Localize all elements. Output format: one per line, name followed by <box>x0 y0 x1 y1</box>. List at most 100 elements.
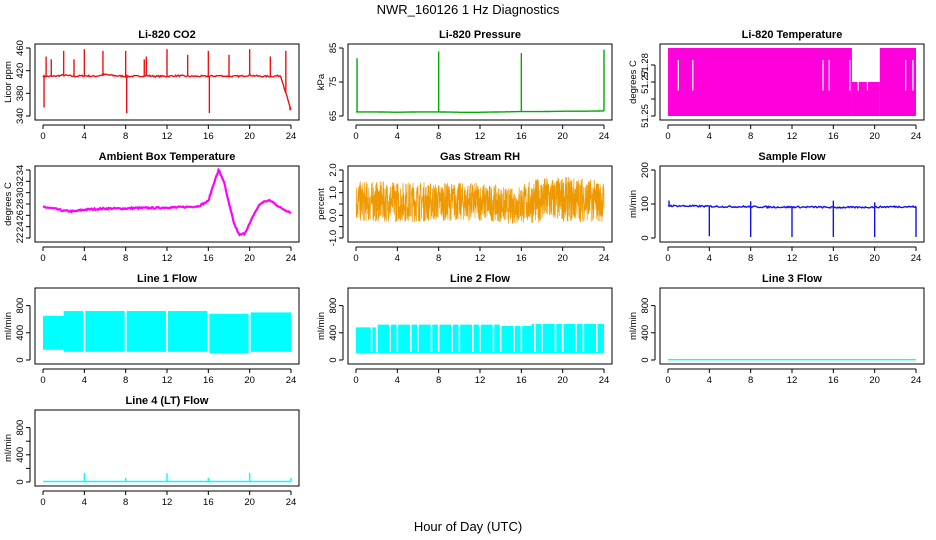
data-layer <box>356 317 604 354</box>
panel-frame <box>34 43 300 121</box>
data-band <box>85 311 125 352</box>
data-band <box>851 82 880 116</box>
x-tick-label: 4 <box>395 131 400 142</box>
y-tick-label: 51.28 <box>640 53 651 77</box>
data-layer <box>668 48 916 116</box>
data-layer <box>667 200 917 237</box>
x-tick-label: 4 <box>707 253 712 264</box>
panel-title: Li-820 Temperature <box>742 29 843 41</box>
x-tick-label: 4 <box>395 375 400 386</box>
x-tick-label: 24 <box>286 497 297 508</box>
y-tick-label: 0 <box>15 479 26 484</box>
x-tick-label: 8 <box>123 253 128 264</box>
x-tick-label: 24 <box>599 375 610 386</box>
panel-title: Li-820 Pressure <box>439 29 521 41</box>
x-tick-label: 0 <box>40 131 45 142</box>
x-tick-label: 8 <box>436 253 441 264</box>
y-tick-label: 0.0 <box>328 209 339 222</box>
x-tick-label: 24 <box>286 131 297 142</box>
x-tick-label: 20 <box>869 253 880 264</box>
x-tick-label: 8 <box>748 253 753 264</box>
data-band <box>377 324 398 354</box>
y-tick-label: 26 <box>15 210 26 221</box>
data-layer <box>43 473 292 483</box>
y-axis-label: ml/min <box>628 190 639 218</box>
y-tick-label: 65 <box>328 111 339 122</box>
data-band <box>126 311 166 352</box>
data-band <box>531 323 604 354</box>
x-tick-label: 12 <box>162 131 173 142</box>
y-tick-label: 340 <box>15 108 26 124</box>
y-tick-label: 34 <box>15 165 26 176</box>
x-tick-label: 0 <box>40 375 45 386</box>
y-tick-label: 22 <box>15 233 26 244</box>
x-tick-label: 4 <box>82 253 87 264</box>
panel-title: Sample Flow <box>758 151 826 163</box>
panel-title: Line 2 Flow <box>450 273 510 285</box>
data-series-line <box>356 110 604 114</box>
panel-title: Line 3 Flow <box>762 273 822 285</box>
x-tick-label: 8 <box>436 131 441 142</box>
x-tick-label: 0 <box>40 253 45 264</box>
panel-5: Gas Stream RH percent 0 4 8 12 16 20 24 -1.0 0.0 1.… <box>316 151 613 264</box>
x-tick-label: 12 <box>787 253 798 264</box>
x-tick-label: 16 <box>828 375 839 386</box>
x-tick-label: 12 <box>787 131 798 142</box>
panel-3: Li-820 Temperature degrees C 0 4 8 12 16 20 24 51… <box>628 29 925 142</box>
x-tick-label: 16 <box>203 131 214 142</box>
x-tick-label: 24 <box>911 131 922 142</box>
x-tick-label: 20 <box>557 131 568 142</box>
y-tick-label: 800 <box>328 298 339 314</box>
data-band <box>356 327 377 354</box>
y-axis-label: ml/min <box>628 312 639 340</box>
x-tick-label: 4 <box>395 253 400 264</box>
x-tick-label: 4 <box>707 375 712 386</box>
data-band <box>209 313 249 354</box>
x-tick-label: 24 <box>599 253 610 264</box>
y-axis-label: degrees C <box>3 182 14 226</box>
x-tick-label: 16 <box>516 253 527 264</box>
y-axis-label: kPa <box>316 73 327 90</box>
y-tick-label: 85 <box>328 43 339 54</box>
x-tick-label: 20 <box>244 131 255 142</box>
x-tick-label: 24 <box>599 131 610 142</box>
data-band <box>43 315 64 350</box>
y-tick-label: 0 <box>15 357 26 362</box>
y-tick-label: 380 <box>15 85 26 101</box>
y-tick-label: 800 <box>15 420 26 436</box>
x-tick-label: 16 <box>828 253 839 264</box>
y-tick-label: 100 <box>640 196 651 212</box>
panel-frame <box>34 409 300 487</box>
y-axis-label: ml/min <box>3 434 14 462</box>
data-band <box>63 311 84 352</box>
panel-4: Ambient Box Temperature degrees C 0 4 8 12 16 2… <box>3 151 300 264</box>
x-tick-label: 8 <box>123 375 128 386</box>
y-tick-label: -1.0 <box>328 230 339 246</box>
y-tick-label: 51.25 <box>640 104 651 128</box>
x-tick-label: 20 <box>244 253 255 264</box>
data-layer <box>355 176 605 224</box>
x-tick-label: 4 <box>82 131 87 142</box>
x-tick-label: 20 <box>869 375 880 386</box>
x-tick-label: 20 <box>869 131 880 142</box>
panel-frame <box>347 287 613 365</box>
panel-frame <box>659 165 925 243</box>
y-tick-label: 400 <box>328 325 339 341</box>
panel-title: Line 4 (LT) Flow <box>126 395 209 407</box>
data-series-line <box>42 167 292 237</box>
x-tick-label: 20 <box>557 253 568 264</box>
x-tick-label: 12 <box>787 375 798 386</box>
x-tick-label: 12 <box>475 253 486 264</box>
y-tick-label: 51.27 <box>640 70 651 94</box>
x-tick-label: 0 <box>665 131 670 142</box>
panel-1: Li-820 CO2 Licor ppm 0 4 8 12 16 20 24 340 380 420 4… <box>3 29 300 142</box>
y-tick-label: 0 <box>640 235 651 240</box>
x-tick-label: 8 <box>123 497 128 508</box>
x-tick-label: 8 <box>748 131 753 142</box>
y-axis-label: Licor ppm <box>3 61 14 103</box>
x-tick-label: 0 <box>40 497 45 508</box>
data-band <box>250 312 291 352</box>
y-tick-label: 32 <box>15 176 26 187</box>
x-tick-label: 16 <box>516 375 527 386</box>
panel-2: Li-820 Pressure kPa 0 4 8 12 16 20 24 65 75 85 <box>316 29 613 142</box>
